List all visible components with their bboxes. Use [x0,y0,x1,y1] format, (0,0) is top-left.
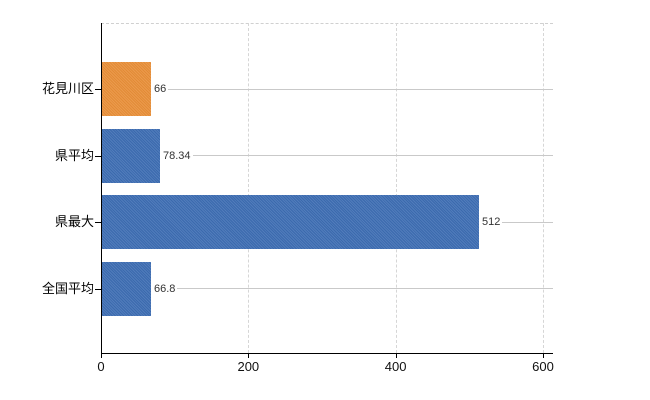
value-row: 78.34 [163,148,553,164]
x-tick-label: 400 [384,359,407,374]
x-tick-label: 0 [97,359,105,374]
value-row: 66 [154,81,553,97]
value-label: 66.8 [154,282,176,295]
bar-3 [102,261,151,316]
y-axis-tick [95,155,101,157]
category-label: 県最大 [54,214,94,229]
x-axis-tick [248,353,250,358]
bar-0 [102,62,151,116]
bar-1 [102,128,160,183]
category-label: 全国平均 [41,280,94,296]
x-tick-label: 600 [532,359,554,374]
y-axis-tick [95,288,101,290]
gridline-x-400 [395,23,397,353]
value-leader-line [502,221,553,223]
y-axis-tick [95,89,101,90]
x-axis-tick [101,353,102,358]
x-axis-line [101,353,553,354]
category-label: 県平均 [54,147,94,163]
gridline-x-200 [248,23,250,353]
category-label: 花見川区 [41,81,94,96]
x-axis-tick [395,353,397,358]
plot-area [101,23,553,353]
value-leader-line [168,88,553,90]
y-axis-tick [95,222,101,223]
value-leader-line [177,288,553,289]
y-axis-line [101,23,102,358]
value-leader-line [192,155,553,156]
x-tick-label: 200 [237,359,260,374]
value-label: 66 [154,83,167,95]
value-label: 78.34 [163,149,191,162]
value-label: 512 [482,216,501,228]
gridline-x-600 [543,23,544,353]
bar-2 [102,195,479,249]
value-row: 66.8 [154,281,553,297]
value-row: 512 [482,214,553,230]
x-axis-tick [543,353,544,358]
